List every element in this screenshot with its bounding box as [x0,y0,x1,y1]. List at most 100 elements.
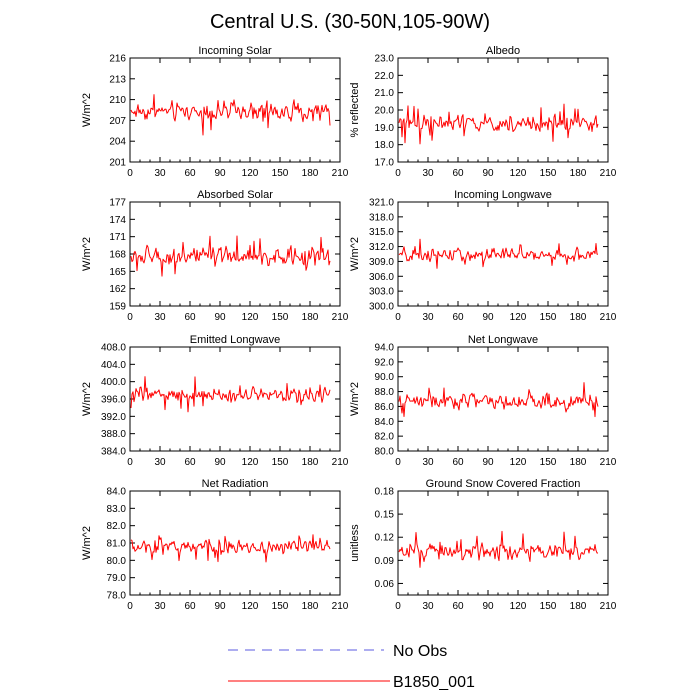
y-tick-label: 80.0 [375,447,395,458]
y-tick-label: 210 [109,95,126,106]
y-axis-label: unitless [349,524,361,562]
panel-title: Net Radiation [202,478,269,490]
panel-title: Net Longwave [468,334,538,346]
x-tick-label: 60 [452,457,464,468]
x-tick-label: 120 [510,168,527,179]
panel-title: Ground Snow Covered Fraction [426,478,581,490]
x-tick-label: 120 [242,601,259,612]
y-tick-label: 159 [109,302,126,313]
y-tick-label: 22.0 [375,71,395,82]
x-tick-label: 30 [422,457,434,468]
y-tick-label: 83.0 [107,504,127,515]
x-tick-label: 120 [242,457,259,468]
x-tick-label: 210 [600,168,617,179]
y-axis-label: W/m^2 [349,237,361,271]
x-tick-label: 0 [395,601,401,612]
x-tick-label: 150 [540,312,557,323]
series-line-b1850-001 [130,94,331,136]
y-tick-label: 21.0 [375,88,395,99]
series-line-b1850-001 [398,530,598,568]
series-line-b1850-001 [130,534,331,563]
x-tick-label: 90 [482,168,494,179]
panel-grid: Incoming Solar W/m^2 0 30 60 90 120 150 180 210 20… [81,45,617,612]
x-tick-label: 120 [510,601,527,612]
y-tick-label: 306.0 [369,272,394,283]
x-tick-label: 60 [452,312,464,323]
y-tick-label: 213 [109,74,126,85]
x-tick-label: 90 [214,601,226,612]
y-tick-label: 168 [109,250,126,261]
x-tick-label: 30 [154,457,166,468]
x-tick-label: 60 [184,312,196,323]
y-tick-label: 82.0 [107,521,127,532]
x-tick-label: 150 [272,457,289,468]
x-tick-label: 90 [482,601,494,612]
y-axis-label: % reflected [349,82,361,137]
y-tick-label: 162 [109,284,126,295]
panel-title: Incoming Longwave [454,189,552,201]
panel-ground-snow-covered-fraction: Ground Snow Covered Fraction unitless 0 30 6… [349,478,617,612]
y-axis-label: W/m^2 [81,382,93,416]
x-tick-label: 180 [302,457,319,468]
y-tick-label: 408.0 [101,343,126,354]
x-tick-label: 30 [422,601,434,612]
y-tick-label: 94.0 [375,343,395,354]
x-tick-label: 120 [242,168,259,179]
y-tick-label: 174 [109,215,126,226]
x-tick-label: 120 [510,457,527,468]
x-tick-label: 150 [272,601,289,612]
y-tick-label: 88.0 [375,387,395,398]
y-axis-label: W/m^2 [81,526,93,560]
x-tick-label: 60 [184,601,196,612]
x-tick-label: 210 [600,312,617,323]
y-tick-label: 201 [109,158,126,169]
y-tick-label: 20.0 [375,106,395,117]
y-tick-label: 404.0 [101,360,126,371]
x-tick-label: 0 [127,457,133,468]
y-tick-label: 0.09 [375,556,395,567]
panel-incoming-solar: Incoming Solar W/m^2 0 30 60 90 120 150 180 210 20… [81,45,349,179]
x-tick-label: 210 [332,601,349,612]
y-tick-label: 90.0 [375,372,395,383]
plot-frame [397,346,609,452]
y-tick-label: 392.0 [101,412,126,423]
y-tick-label: 216 [109,54,126,65]
x-tick-label: 30 [154,312,166,323]
x-tick-label: 30 [154,168,166,179]
y-tick-label: 81.0 [107,539,127,550]
y-axis-label: W/m^2 [81,237,93,271]
y-tick-label: 204 [109,137,126,148]
page-title: Central U.S. (30-50N,105-90W) [210,11,490,33]
y-tick-label: 0.06 [375,579,395,590]
y-tick-label: 0.15 [375,510,395,521]
y-tick-label: 82.0 [375,432,395,443]
x-tick-label: 0 [127,168,133,179]
x-tick-label: 210 [600,601,617,612]
x-tick-label: 180 [570,457,587,468]
panel-net-radiation: Net Radiation W/m^2 0 30 60 90 120 150 180 210 78.… [81,478,349,612]
y-tick-label: 318.0 [369,212,394,223]
plot-frame [397,201,609,307]
series-line-b1850-001 [398,382,599,418]
y-tick-label: 315.0 [369,227,394,238]
y-tick-label: 18.0 [375,140,395,151]
panel-incoming-longwave: Incoming Longwave W/m^2 0 30 60 90 120 150 180 21… [349,189,617,323]
y-tick-label: 23.0 [375,54,395,65]
x-tick-label: 60 [184,168,196,179]
y-tick-label: 19.0 [375,123,395,134]
x-tick-label: 180 [302,601,319,612]
x-tick-label: 120 [510,312,527,323]
y-axis-label: W/m^2 [349,382,361,416]
x-tick-label: 180 [302,168,319,179]
plot-frame [129,57,341,163]
x-tick-label: 150 [540,601,557,612]
x-tick-label: 60 [452,601,464,612]
panel-title: Absorbed Solar [197,189,273,201]
x-tick-label: 90 [482,312,494,323]
x-tick-label: 60 [452,168,464,179]
series-line-b1850-001 [130,235,331,277]
y-tick-label: 384.0 [101,447,126,458]
y-tick-label: 171 [109,232,126,243]
y-tick-label: 303.0 [369,287,394,298]
